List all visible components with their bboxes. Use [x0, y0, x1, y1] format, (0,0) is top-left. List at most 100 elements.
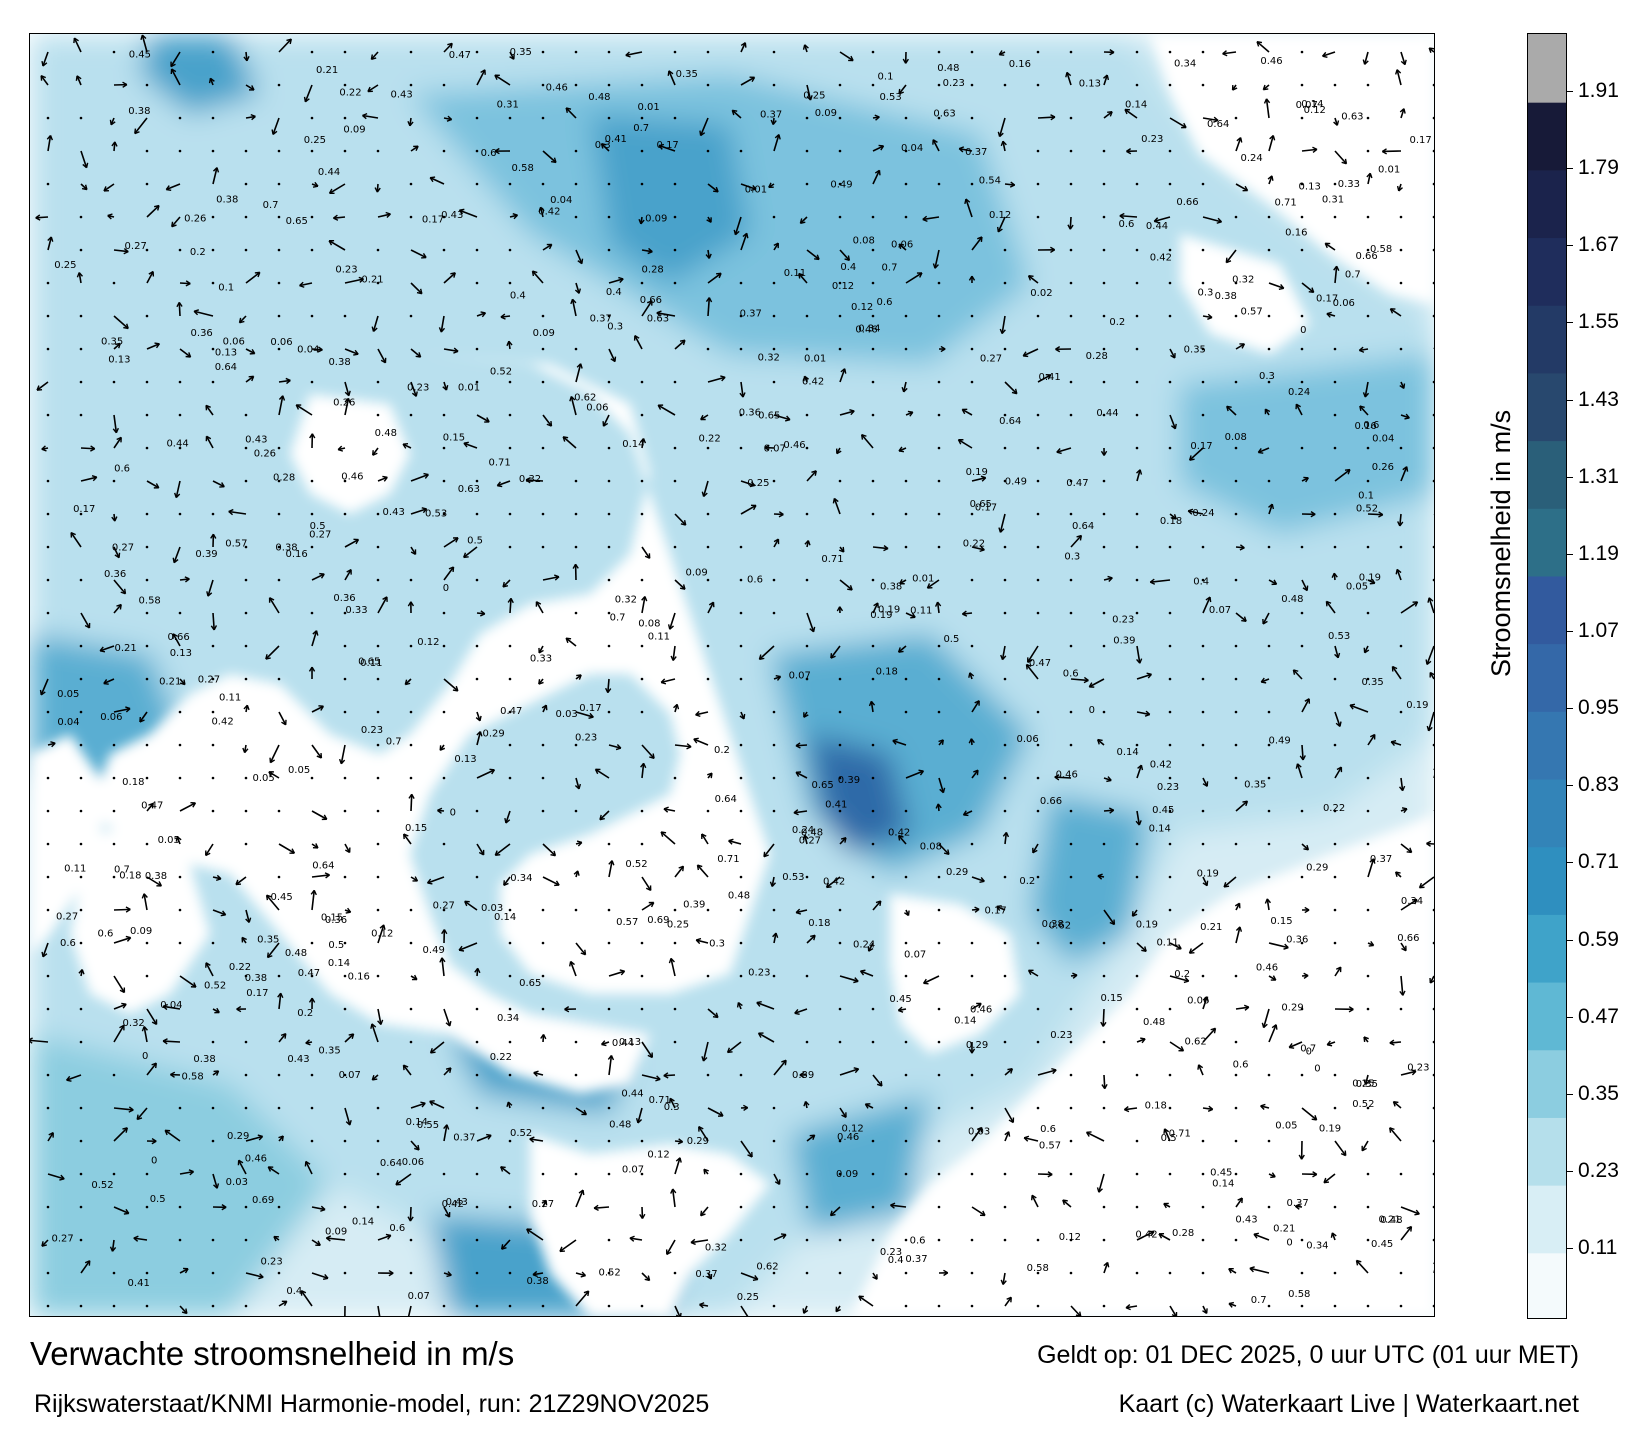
current-arrow: [1400, 51, 1407, 66]
current-arrow: [377, 348, 387, 364]
current-arrow: [871, 743, 875, 747]
current-arrow: [410, 974, 418, 981]
current-arrow: [839, 975, 859, 984]
current-arrow: [739, 545, 743, 549]
current-arrow: [1399, 1172, 1403, 1176]
current-arrow: [1201, 248, 1205, 252]
current-arrow: [1300, 314, 1304, 318]
current-arrow: [1069, 1073, 1073, 1077]
current-arrow: [805, 314, 809, 318]
current-arrow: [1399, 248, 1403, 252]
current-arrow: [964, 198, 973, 218]
current-arrow: [1334, 468, 1351, 482]
current-arrow: [937, 281, 941, 285]
current-arrow: [113, 315, 129, 330]
current-arrow: [1168, 83, 1172, 87]
current-arrow: [308, 666, 316, 680]
current-arrow: [573, 870, 580, 878]
current-arrow: [244, 1040, 248, 1044]
speed-value-label: 0.36: [191, 328, 213, 339]
current-arrow: [343, 974, 347, 978]
current-arrow: [937, 875, 941, 879]
speed-value-label: 0.47: [1066, 478, 1088, 489]
current-arrow: [508, 974, 512, 978]
current-arrow: [1069, 644, 1073, 648]
current-arrow: [244, 809, 248, 813]
speed-value-label: 0.28: [273, 473, 295, 484]
current-arrow: [508, 380, 512, 384]
speed-value-label: 0.19: [878, 605, 900, 616]
speed-value-label: 0.06: [1017, 734, 1039, 745]
colorbar-segment: [1528, 34, 1566, 103]
current-arrow: [1300, 182, 1304, 186]
speed-value-label: 0: [443, 583, 449, 594]
current-arrow: [208, 77, 215, 86]
speed-value-label: 0.13: [619, 1037, 641, 1048]
current-arrow: [1264, 408, 1271, 416]
current-arrow: [476, 1133, 492, 1142]
current-arrow: [343, 875, 347, 879]
current-arrow: [508, 710, 512, 714]
current-arrow: [1267, 809, 1271, 813]
current-arrow: [107, 213, 115, 220]
current-arrow: [838, 677, 842, 681]
speed-value-label: 0.4: [840, 262, 856, 273]
current-arrow: [310, 314, 314, 318]
current-speed-map[interactable]: 0.22 0.23 0.64 0.33 0.6 0.48 0.19 0.38 0.02 0.29 0…: [29, 33, 1435, 1317]
current-arrow: [344, 843, 351, 854]
speed-value-label: 0.38: [216, 195, 238, 206]
current-arrow: [76, 272, 84, 284]
current-arrow: [1267, 314, 1271, 318]
speed-value-label: 0.34: [858, 324, 880, 335]
current-arrow: [768, 182, 775, 188]
current-arrow: [970, 644, 974, 648]
current-arrow: [41, 1239, 49, 1247]
speed-value-label: 0.07: [339, 1070, 361, 1081]
current-arrow: [838, 908, 842, 912]
current-arrow: [1391, 665, 1402, 680]
current-arrow: [541, 545, 545, 549]
current-arrow: [640, 1304, 644, 1308]
speed-value-label: 0.43: [441, 210, 463, 221]
current-arrow: [739, 908, 743, 912]
current-arrow: [309, 433, 316, 449]
current-arrow: [1101, 1074, 1108, 1090]
current-arrow: [212, 1070, 220, 1076]
current-arrow: [658, 143, 676, 152]
speed-value-label: 0.22: [229, 962, 251, 973]
current-arrow: [1188, 447, 1204, 461]
current-arrow: [164, 1129, 181, 1142]
current-arrow: [41, 942, 49, 958]
current-arrow: [145, 1271, 149, 1275]
speed-value-label: 0.44: [612, 1038, 634, 1049]
current-arrow: [871, 281, 875, 285]
speed-value-label: 0.44: [621, 1089, 643, 1100]
current-arrow: [1102, 611, 1106, 615]
current-arrow: [211, 743, 215, 747]
current-arrow: [476, 311, 487, 318]
speed-value-label: 0.09: [836, 1169, 858, 1180]
current-arrow: [1168, 479, 1172, 483]
current-arrow: [277, 83, 281, 87]
current-arrow: [904, 116, 908, 120]
speed-value-label: 0.14: [954, 1015, 976, 1026]
current-arrow: [756, 1000, 775, 1010]
speed-value-label: 0.24: [1240, 153, 1262, 164]
current-arrow: [1169, 513, 1177, 520]
current-arrow: [607, 1238, 611, 1242]
current-arrow: [78, 969, 85, 977]
current-arrow: [1268, 1024, 1278, 1043]
current-arrow: [739, 413, 743, 417]
current-arrow: [608, 276, 624, 284]
speed-value-label: 0.03: [968, 1127, 990, 1138]
current-arrow: [211, 512, 215, 516]
current-arrow: [113, 1106, 134, 1113]
speed-value-label: 0.14: [1301, 99, 1323, 110]
current-arrow: [1201, 644, 1205, 648]
current-arrow: [377, 1305, 381, 1316]
speed-value-label: 0.4: [510, 290, 526, 301]
current-arrow: [1300, 83, 1304, 87]
current-arrow: [970, 1271, 974, 1275]
current-arrow: [178, 908, 182, 912]
speed-value-label: 0.36: [104, 569, 126, 580]
